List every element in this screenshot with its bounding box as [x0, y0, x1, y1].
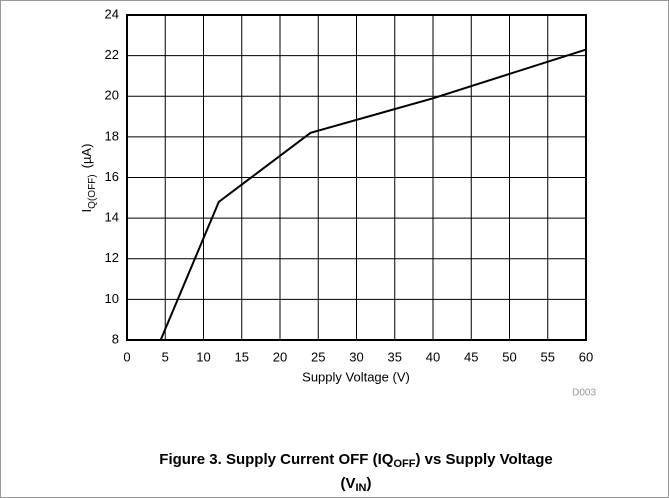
- y-tick-label: 10: [105, 291, 119, 306]
- x-tick-label: 30: [349, 349, 363, 364]
- y-label-main: I: [79, 209, 94, 213]
- x-tick-label: 55: [541, 349, 555, 364]
- note: D003: [572, 388, 596, 399]
- x-tick-label: 40: [426, 349, 440, 364]
- title-part: Figure 3. Supply Current OFF (IQ: [159, 451, 394, 468]
- y-tick-label: 12: [105, 250, 119, 265]
- title-part: ): [367, 475, 372, 492]
- x-tick-label: 25: [311, 349, 325, 364]
- x-tick-label: 15: [235, 349, 249, 364]
- title-part: (V: [341, 475, 356, 492]
- x-tick-label: 35: [388, 349, 402, 364]
- title-sub: IN: [356, 482, 367, 494]
- x-tick-label: 20: [273, 349, 287, 364]
- x-axis-label: Supply Voltage (V): [302, 369, 410, 384]
- y-label-unit: (µA): [79, 144, 94, 169]
- y-tick-label: 22: [105, 47, 119, 62]
- x-tick-label: 10: [196, 349, 210, 364]
- chart-title: Figure 3. Supply Current OFF (IQOFF) vs …: [159, 451, 552, 470]
- x-tick-label: 45: [464, 349, 478, 364]
- y-tick-label: 8: [112, 331, 119, 346]
- data-line: [159, 48, 587, 341]
- title-sub: OFF: [393, 458, 415, 470]
- y-tick-label: 24: [105, 6, 119, 21]
- y-tick-label: 14: [105, 210, 119, 225]
- title-part: ) vs Supply Voltage: [415, 451, 552, 468]
- y-tick-label: 16: [105, 169, 119, 184]
- y-axis-label: IQ(OFF) (µA): [79, 144, 97, 213]
- x-tick-label: 50: [502, 349, 516, 364]
- x-tick-label: 0: [123, 349, 130, 364]
- x-tick-label: 60: [579, 349, 593, 364]
- plot-border: [126, 14, 587, 341]
- y-label-sub: Q(OFF): [87, 174, 98, 208]
- x-tick-label: 5: [162, 349, 169, 364]
- chart-title-line2: (VIN): [341, 475, 372, 494]
- y-tick-label: 18: [105, 128, 119, 143]
- y-tick-label: 20: [105, 88, 119, 103]
